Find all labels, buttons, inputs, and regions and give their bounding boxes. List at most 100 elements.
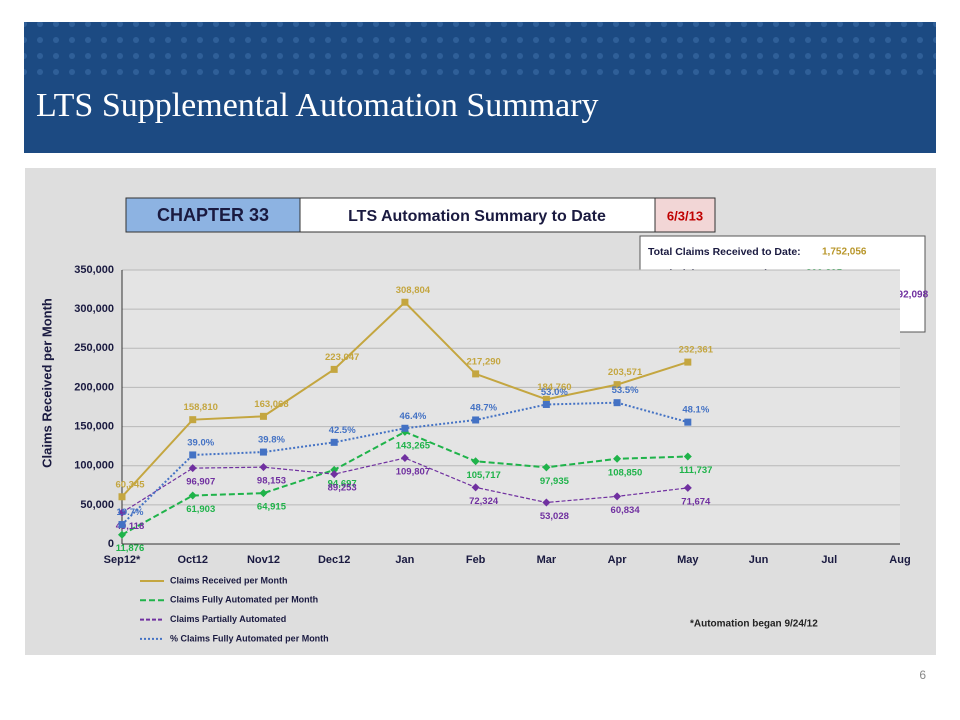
marker: [330, 438, 338, 446]
y-tick-label: 250,000: [74, 342, 114, 354]
legend-label: Claims Fully Automated per Month: [170, 595, 318, 605]
data-label: 158,810: [184, 402, 218, 413]
marker: [188, 491, 197, 500]
data-label: 97,935: [540, 476, 570, 487]
page-number: 6: [919, 668, 926, 682]
marker: [330, 365, 338, 373]
data-label: 40,118: [116, 521, 145, 532]
chapter-cell: [125, 197, 301, 233]
marker: [472, 370, 480, 378]
data-label: 111,737: [679, 465, 712, 476]
data-label: 60,345: [115, 479, 145, 490]
data-label: 64,915: [257, 502, 287, 513]
slide-title: LTS Supplemental Automation Summary: [36, 87, 599, 124]
data-label: 232,361: [679, 345, 714, 356]
data-label: 53.0%: [541, 387, 568, 398]
marker: [542, 463, 551, 472]
summary-value: 692,098: [892, 290, 929, 301]
marker: [259, 448, 267, 456]
marker: [613, 399, 621, 407]
y-tick-label: 300,000: [74, 303, 114, 315]
data-label: 217,290: [466, 356, 500, 367]
data-label: 89,253: [328, 483, 357, 494]
x-tick-label: Apr: [608, 554, 628, 566]
data-label: 108,850: [608, 467, 642, 478]
marker: [189, 451, 197, 459]
marker: [259, 463, 268, 472]
marker: [189, 416, 197, 424]
data-label: 203,571: [608, 367, 643, 378]
y-tick-label: 200,000: [74, 381, 114, 393]
y-tick-label: 100,000: [74, 460, 114, 472]
data-label: 39.8%: [258, 435, 285, 446]
banner-stars: [24, 22, 936, 78]
data-label: 48.7%: [470, 402, 497, 413]
summary-value: 1,752,056: [822, 247, 867, 258]
legend-label: Claims Partially Automated: [170, 614, 286, 624]
data-label: 48.1%: [682, 405, 709, 416]
date-cell: [654, 197, 716, 233]
data-label: 72,324: [469, 496, 499, 507]
x-tick-label: Aug: [889, 554, 910, 566]
marker: [471, 483, 480, 492]
x-tick-label: May: [677, 554, 699, 566]
data-label: 39.0%: [187, 437, 214, 448]
marker: [401, 298, 409, 306]
marker: [400, 454, 409, 463]
y-tick-label: 50,000: [80, 499, 114, 511]
marker: [118, 493, 126, 501]
plot-area: [122, 270, 900, 544]
x-tick-label: Sep12*: [104, 554, 141, 566]
marker: [330, 465, 339, 474]
date: 6/3/13: [667, 208, 703, 223]
marker: [188, 464, 197, 473]
x-tick-label: Nov12: [247, 554, 280, 566]
x-tick-label: Jun: [749, 554, 769, 566]
marker: [542, 498, 551, 507]
marker: [542, 395, 550, 403]
marker: [683, 483, 692, 492]
x-tick-label: Dec12: [318, 554, 350, 566]
x-tick-label: Jul: [821, 554, 837, 566]
data-label: 105,717: [466, 470, 500, 481]
x-tick-label: Oct12: [177, 554, 208, 566]
heading: LTS Automation Summary to Date: [348, 208, 606, 225]
data-label: 96,907: [186, 477, 215, 488]
y-axis-label: Claims Received per Month: [39, 298, 54, 468]
marker: [613, 492, 622, 501]
marker: [613, 454, 622, 463]
data-label: 11,876: [116, 543, 145, 554]
marker: [118, 521, 126, 529]
y-tick-label: 350,000: [74, 264, 114, 276]
legend-label: Claims Received per Month: [170, 575, 288, 585]
marker: [259, 489, 268, 498]
data-label: 53.5%: [612, 385, 639, 396]
summary-label: Total Claims Received to Date:: [648, 246, 801, 258]
marker: [259, 412, 267, 420]
data-label: 98,153: [257, 476, 286, 487]
marker: [118, 530, 126, 539]
data-label: 143,265: [396, 440, 431, 451]
data-label: 42.5%: [329, 425, 356, 436]
y-tick-label: 150,000: [74, 420, 114, 432]
marker: [683, 452, 692, 461]
data-label: 60,834: [611, 505, 641, 516]
data-label: 184,760: [537, 382, 571, 393]
marker: [472, 416, 480, 424]
x-tick-label: Mar: [537, 554, 557, 566]
data-label: 46.4%: [399, 411, 426, 422]
data-label: 61,903: [186, 504, 215, 515]
y-tick-label: 0: [108, 538, 114, 550]
legend-label: % Claims Fully Automated per Month: [170, 633, 329, 643]
x-tick-label: Feb: [466, 554, 486, 566]
data-label: 223,047: [325, 352, 359, 363]
data-label: 109,807: [396, 467, 430, 478]
marker: [684, 358, 692, 366]
data-label: 308,804: [396, 285, 431, 296]
data-label: 53,028: [540, 511, 569, 522]
marker: [118, 508, 126, 517]
data-label: 71,674: [681, 496, 711, 507]
marker: [684, 418, 692, 426]
footnote: *Automation began 9/24/12: [690, 619, 818, 630]
